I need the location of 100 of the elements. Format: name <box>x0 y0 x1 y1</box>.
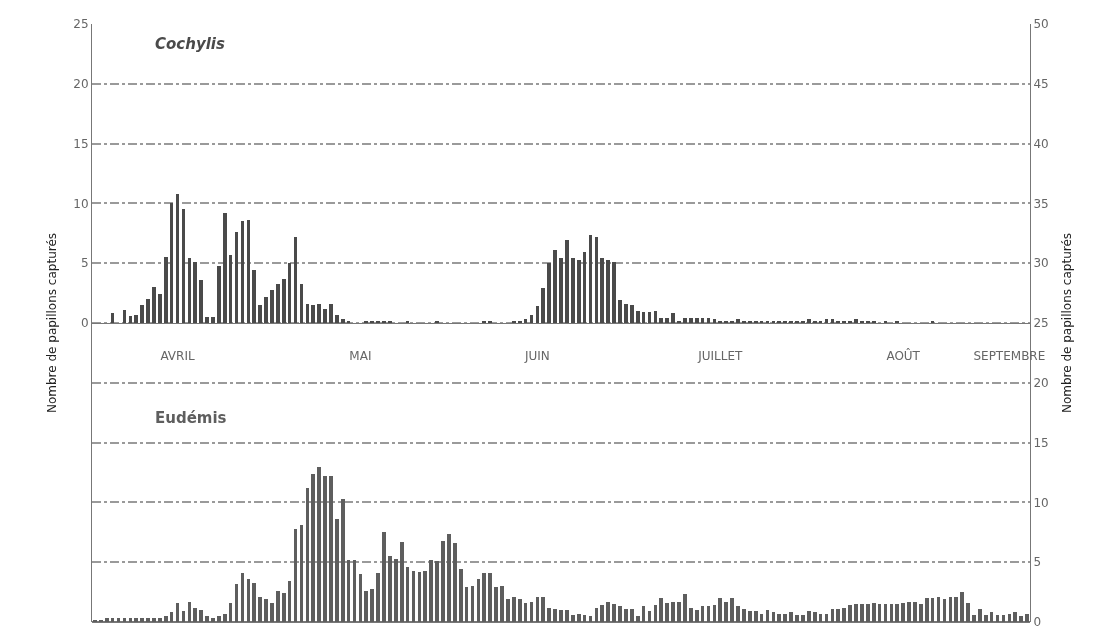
bar <box>211 618 215 622</box>
bar <box>258 597 262 622</box>
bar <box>571 615 575 622</box>
text: Cochylis <box>155 35 225 53</box>
bar <box>536 306 539 323</box>
bar <box>589 235 592 323</box>
bar <box>441 541 445 622</box>
bar <box>134 618 138 622</box>
bar <box>730 598 734 622</box>
bar <box>642 606 645 622</box>
bar <box>813 612 817 622</box>
bar <box>831 609 834 622</box>
bar <box>884 604 887 622</box>
y-tick-label: 5 <box>80 256 89 271</box>
bar <box>565 610 569 622</box>
bar <box>996 615 999 622</box>
bar <box>394 559 398 622</box>
y2-tick-label: 0 <box>1033 615 1042 630</box>
bar <box>376 573 380 622</box>
bar <box>819 614 822 622</box>
bar <box>264 297 268 323</box>
bar <box>907 602 911 622</box>
bar <box>736 606 740 622</box>
bar <box>217 266 221 323</box>
y-tick-label: 20 <box>73 77 89 91</box>
text: Eudémis <box>155 409 227 427</box>
bar <box>583 252 586 323</box>
bar <box>471 586 474 622</box>
bar <box>140 618 144 622</box>
bar <box>282 593 286 622</box>
bar <box>671 313 675 323</box>
y2-tick-label: 45 <box>1033 77 1049 91</box>
bar <box>158 294 162 323</box>
bar <box>919 604 923 622</box>
bar <box>701 318 704 323</box>
bar <box>176 194 179 323</box>
bar <box>164 616 168 622</box>
bar <box>241 573 244 622</box>
bar <box>618 300 622 323</box>
bar <box>488 573 492 622</box>
bar <box>306 304 309 323</box>
bar <box>990 612 993 622</box>
bar <box>536 597 539 622</box>
bar <box>465 587 468 622</box>
bar <box>406 567 409 622</box>
bar <box>1013 612 1017 622</box>
bar <box>689 318 693 323</box>
bar <box>193 608 197 622</box>
bar <box>595 608 598 622</box>
y2-tick-label: 25 <box>1033 316 1049 331</box>
bar <box>500 586 504 622</box>
bar <box>754 611 758 622</box>
bar <box>282 279 286 323</box>
y2-axis-title: Nombre de papillons capturés <box>1059 232 1074 414</box>
bar <box>164 257 168 323</box>
bar <box>288 581 291 622</box>
bar <box>677 602 681 622</box>
bar <box>435 561 439 622</box>
bar <box>364 591 368 622</box>
bar <box>854 604 858 622</box>
bar <box>636 311 640 323</box>
bar <box>966 603 970 622</box>
bar <box>1002 615 1005 622</box>
bar <box>836 609 840 622</box>
bar <box>695 610 699 622</box>
bar <box>654 311 657 323</box>
bar <box>713 319 716 323</box>
bar <box>925 598 929 622</box>
bar <box>1025 614 1029 622</box>
x-tick-label: JUIN <box>523 349 550 364</box>
bar <box>294 237 297 323</box>
bar <box>848 605 852 622</box>
bar <box>695 318 699 323</box>
bar <box>831 319 834 323</box>
bar <box>341 499 345 622</box>
bar <box>648 611 651 622</box>
bar <box>270 290 274 323</box>
bar <box>223 614 227 622</box>
bar <box>595 237 598 323</box>
bar <box>530 602 533 622</box>
y-tick-label: 25 <box>73 17 89 32</box>
bar <box>713 605 716 622</box>
bar <box>665 318 669 323</box>
bar <box>353 560 356 622</box>
bar <box>482 573 486 622</box>
bar <box>288 263 291 323</box>
bar <box>766 610 769 622</box>
bar <box>223 213 227 323</box>
bar <box>341 319 345 323</box>
bar <box>158 618 162 622</box>
y-axis-title: Nombre de papillons capturés <box>44 232 59 414</box>
bar <box>229 603 232 622</box>
bar <box>388 556 392 622</box>
bar <box>553 250 557 323</box>
bar <box>117 618 120 622</box>
bar <box>984 615 988 622</box>
bar <box>612 262 616 323</box>
bar <box>423 571 427 622</box>
y2-tick-label: 50 <box>1033 17 1049 32</box>
bar <box>512 597 516 622</box>
